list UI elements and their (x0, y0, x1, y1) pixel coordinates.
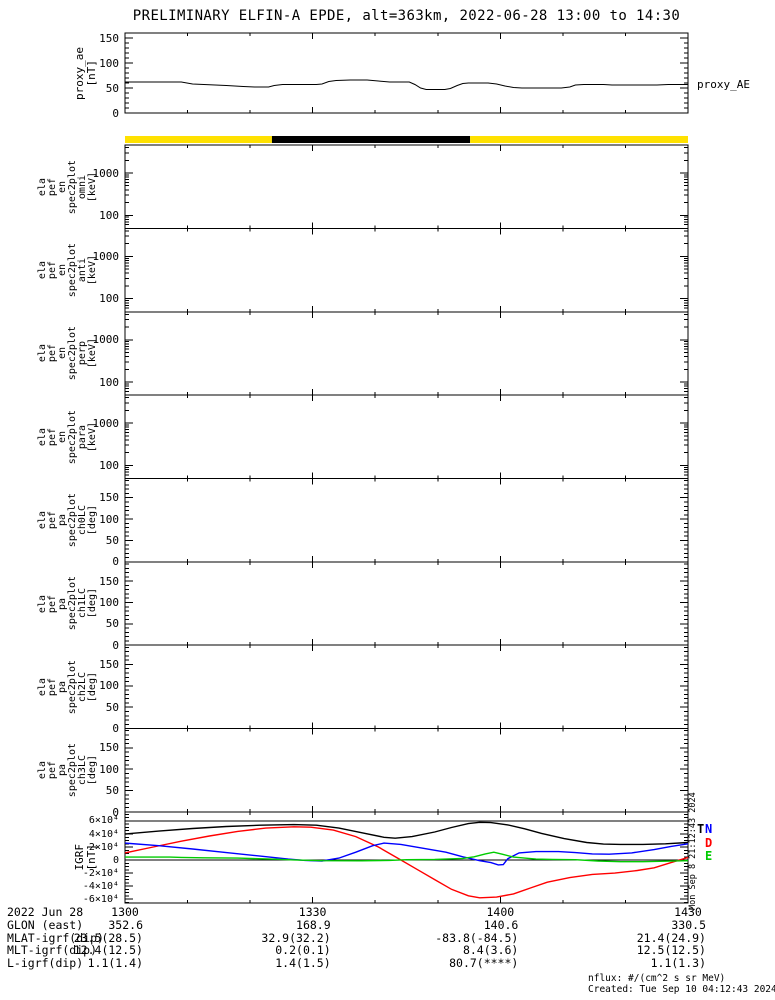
table-cell: 32.9(32.2) (261, 930, 331, 945)
table-row: 2022 Jun 28 1300 1330 1400 1430 (0, 906, 775, 919)
ytick-label-en_omni: 100 (99, 208, 119, 222)
ytick-label-pa_ch1LC: 100 (99, 595, 119, 609)
table-cell: 12.4(12.5) (73, 943, 143, 958)
table-row: GLON (east) 352.6 168.9 140.6 330.5 (0, 919, 775, 932)
table-row: MLAT-igrf(dip) 23.5(28.5) 32.9(32.2) -83.8(… (0, 932, 775, 945)
table-cell: -83.8(-84.5) (435, 930, 519, 945)
ytick-label-igrf: -2×10⁴ (82, 867, 119, 879)
table-cell: 1400 (486, 905, 515, 919)
table-row: L-igrf(dip) 1.1(1.4) 1.4(1.5) 80.7(****) 1.1… (0, 957, 775, 970)
ytick-label-pa_ch0LC: 100 (99, 512, 119, 526)
table-row-label: MLAT-igrf(dip) (7, 930, 104, 945)
table-cell: 80.7(****) (449, 956, 519, 971)
ytick-label-igrf: 6×10⁴ (88, 815, 119, 827)
ytick-label-pa_ch0LC: 50 (105, 534, 119, 547)
table-row: MLT-igrf(dip) 12.4(12.5) 0.2(0.1) 8.4(3.6) 1… (0, 944, 775, 957)
render-timestamp-vertical: Mon Sep 8 21:12:43 2024 (688, 792, 698, 910)
ytick-label-pa_ch2LC: 0 (112, 722, 119, 736)
ytick-label-en_perp: 1000 (92, 333, 120, 347)
ytick-label-pa_ch3LC: 100 (99, 762, 119, 776)
ytick-label-en_omni: 1000 (92, 166, 120, 180)
table-row-label: MLT-igrf(dip) (7, 943, 98, 958)
ytick-label-en_anti: 100 (99, 292, 119, 306)
table-row-label: 2022 Jun 28 (7, 905, 84, 919)
table-cell: 168.9 (296, 917, 331, 932)
table-cell: 1430 (674, 905, 702, 919)
ytick-label-proxy_ae: 150 (99, 31, 119, 45)
table-row-label: L-igrf(dip) (7, 956, 84, 971)
plot-title: PRELIMINARY ELFIN-A EPDE, alt=363km, 202… (132, 8, 681, 24)
panel-ylabel-proxy_ae: proxy_ae [nT] (28, 33, 98, 113)
igrf-legend-E: E (705, 849, 713, 863)
table-cell: 23.5(28.5) (73, 930, 143, 945)
table-row-label: GLON (east) (7, 917, 84, 932)
table-cell: 8.4(3.6) (462, 943, 519, 958)
table-cell: 1330 (298, 905, 327, 919)
ytick-label-proxy_ae: 100 (99, 56, 119, 70)
table-cell: 0.2(0.1) (275, 943, 331, 958)
table-cell: 330.5 (671, 917, 706, 932)
ytick-label-en_perp: 100 (99, 375, 119, 389)
table-cell: 1300 (111, 905, 139, 919)
proxy-ae-series-label: proxy_AE (697, 78, 750, 91)
table-cell: 12.5(12.5) (636, 943, 706, 958)
nflux-units-note: nflux: #/(cm^2 s sr MeV) (588, 973, 726, 984)
ytick-label-en_anti: 1000 (92, 249, 120, 263)
ytick-label-proxy_ae: 0 (112, 106, 119, 120)
ytick-label-en_para: 100 (99, 458, 119, 472)
ytick-label-igrf: -4×10⁴ (82, 880, 119, 892)
igrf-legend-T: T (697, 822, 705, 836)
igrf-legend-D: D (705, 836, 713, 850)
ytick-label-en_para: 1000 (92, 416, 120, 430)
ytick-label-pa_ch3LC: 50 (105, 784, 119, 798)
ytick-label-proxy_ae: 50 (105, 81, 119, 95)
ytick-label-pa_ch2LC: 50 (105, 700, 119, 714)
ytick-label-igrf: 0 (112, 854, 119, 866)
ytick-label-pa_ch2LC: 150 (99, 657, 119, 671)
table-cell: 352.6 (108, 917, 143, 932)
ytick-label-pa_ch1LC: 0 (112, 638, 119, 652)
table-cell: 1.1(1.3) (650, 956, 706, 971)
table-cell: 1.4(1.5) (275, 956, 331, 971)
igrf-legend-N: N (705, 822, 713, 836)
table-cell: 21.4(24.9) (636, 930, 706, 945)
ytick-label-pa_ch1LC: 150 (99, 574, 119, 588)
ytick-label-pa_ch2LC: 100 (99, 679, 119, 693)
ytick-label-igrf: 2×10⁴ (88, 841, 119, 853)
created-timestamp: Created: Tue Sep 10 04:12:43 2024 (588, 984, 775, 995)
table-cell: 140.6 (483, 917, 519, 932)
ytick-label-igrf: -6×10⁴ (82, 893, 119, 905)
ytick-label-pa_ch3LC: 0 (112, 805, 119, 819)
table-cell: 1.1(1.4) (87, 956, 143, 971)
ytick-label-pa_ch0LC: 0 (112, 555, 119, 569)
ytick-label-pa_ch0LC: 150 (99, 491, 119, 505)
ytick-label-pa_ch3LC: 150 (99, 741, 119, 755)
ytick-label-igrf: 4×10⁴ (88, 828, 119, 840)
ytick-label-pa_ch1LC: 50 (105, 617, 119, 631)
